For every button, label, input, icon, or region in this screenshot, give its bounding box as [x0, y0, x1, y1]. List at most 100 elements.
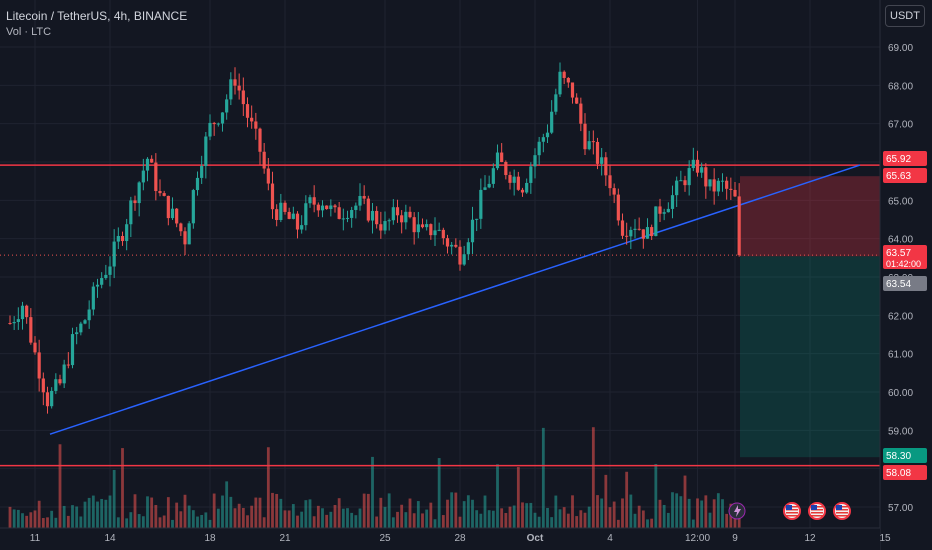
- candle-body: [66, 364, 70, 366]
- candle-body: [225, 99, 229, 113]
- candle-body: [108, 266, 112, 275]
- volume-bar: [558, 509, 562, 528]
- target-zone[interactable]: [740, 256, 895, 458]
- volume-bar: [400, 504, 404, 528]
- volume-bar: [83, 501, 87, 528]
- volume-bar: [200, 514, 204, 528]
- candle-body: [645, 227, 650, 239]
- volume-bar: [358, 508, 362, 528]
- volume-indicator-label[interactable]: Vol · LTC: [6, 26, 52, 38]
- volume-bar: [625, 471, 629, 528]
- candle-body: [287, 211, 291, 219]
- volume-bar: [683, 475, 687, 528]
- candle-body: [687, 168, 691, 186]
- volume-bar: [116, 517, 120, 528]
- volume-bar: [62, 505, 66, 528]
- long-position-tool[interactable]: [0, 176, 895, 458]
- price-tag[interactable]: [883, 276, 927, 291]
- time-tick-label: 12: [804, 533, 816, 544]
- candle-body: [558, 71, 562, 95]
- currency-button[interactable]: USDT: [885, 5, 925, 27]
- lightning-icon[interactable]: [728, 502, 746, 520]
- candle-body: [362, 196, 366, 199]
- volume-bar: [550, 517, 554, 528]
- candle-body: [420, 224, 425, 228]
- candle-body: [87, 309, 91, 321]
- candle-body: [554, 94, 558, 112]
- candle-body: [575, 97, 579, 104]
- us-flag-icon[interactable]: [808, 502, 826, 520]
- candle-body: [291, 213, 295, 219]
- candle-body: [33, 342, 37, 353]
- candle-body: [329, 205, 333, 210]
- candle-body: [112, 241, 116, 267]
- us-flag-icon[interactable]: [833, 502, 851, 520]
- candle-body: [633, 228, 637, 230]
- trendline-segment[interactable]: [49, 164, 861, 435]
- volume-bar: [704, 495, 708, 528]
- volume-bar: [33, 510, 37, 528]
- volume-bar: [258, 497, 262, 528]
- volume-bar: [529, 502, 533, 528]
- price-tag[interactable]: [883, 168, 927, 183]
- price-axis[interactable]: 57.0058.0059.0060.0061.0062.0063.0064.00…: [879, 0, 932, 550]
- volume-bar: [275, 493, 279, 528]
- candle-body: [391, 207, 395, 221]
- volume-bar: [521, 502, 524, 528]
- candle-body: [604, 157, 608, 176]
- candle-body: [425, 224, 429, 228]
- price-tag[interactable]: [883, 448, 927, 463]
- volume-bar: [616, 519, 620, 528]
- price-tag[interactable]: [883, 151, 927, 166]
- candle-body: [445, 238, 450, 247]
- us-flag-icon[interactable]: [783, 502, 801, 520]
- volume-bar: [183, 494, 187, 528]
- candle-body: [533, 155, 537, 167]
- candle-body: [75, 332, 79, 335]
- volume-bar: [641, 510, 645, 528]
- candle-body: [375, 210, 379, 225]
- volume-bar: [458, 516, 462, 528]
- candle-body: [429, 224, 433, 236]
- volume-bar: [404, 512, 408, 528]
- volume-bar: [712, 499, 716, 528]
- candle-body: [470, 219, 475, 243]
- candle-body: [16, 319, 20, 323]
- volume-bar: [329, 511, 333, 528]
- candle-body: [162, 193, 166, 196]
- volume-bar: [58, 444, 62, 528]
- volume-bar: [279, 498, 283, 528]
- price-tag[interactable]: [883, 465, 927, 480]
- candle-body: [450, 244, 454, 247]
- candle-body: [241, 90, 245, 105]
- volume-bar: [16, 509, 20, 528]
- volume-bar: [391, 517, 395, 528]
- volume-bar: [21, 513, 24, 528]
- price-tag-label: 65.63: [886, 171, 911, 182]
- volume-bar: [500, 508, 504, 528]
- candle-body: [350, 209, 354, 218]
- price-tag[interactable]: [883, 245, 927, 269]
- trendline[interactable]: [49, 164, 861, 435]
- candle-body: [125, 224, 129, 242]
- volume-bar: [8, 506, 12, 528]
- volume-bar: [333, 504, 337, 528]
- candle-body: [83, 320, 87, 324]
- volume-bar: [29, 512, 33, 528]
- stop-zone[interactable]: [740, 176, 895, 257]
- price-tick-label: 62.00: [888, 311, 913, 322]
- time-axis[interactable]: 11 14 18 21 25 28 Oct 4 12:00 9 12 15: [0, 527, 891, 550]
- volume-bar: [375, 516, 379, 528]
- candle-body: [300, 225, 304, 230]
- event-markers[interactable]: [728, 502, 851, 520]
- volume-bars: [8, 427, 741, 528]
- volume-bar: [383, 506, 387, 528]
- volume-bar: [600, 498, 604, 528]
- volume-bar: [583, 512, 587, 528]
- volume-bar: [525, 503, 529, 528]
- volume-bar: [629, 494, 633, 528]
- volume-bar: [662, 504, 666, 528]
- candle-body: [216, 123, 220, 125]
- candle-body: [166, 195, 170, 219]
